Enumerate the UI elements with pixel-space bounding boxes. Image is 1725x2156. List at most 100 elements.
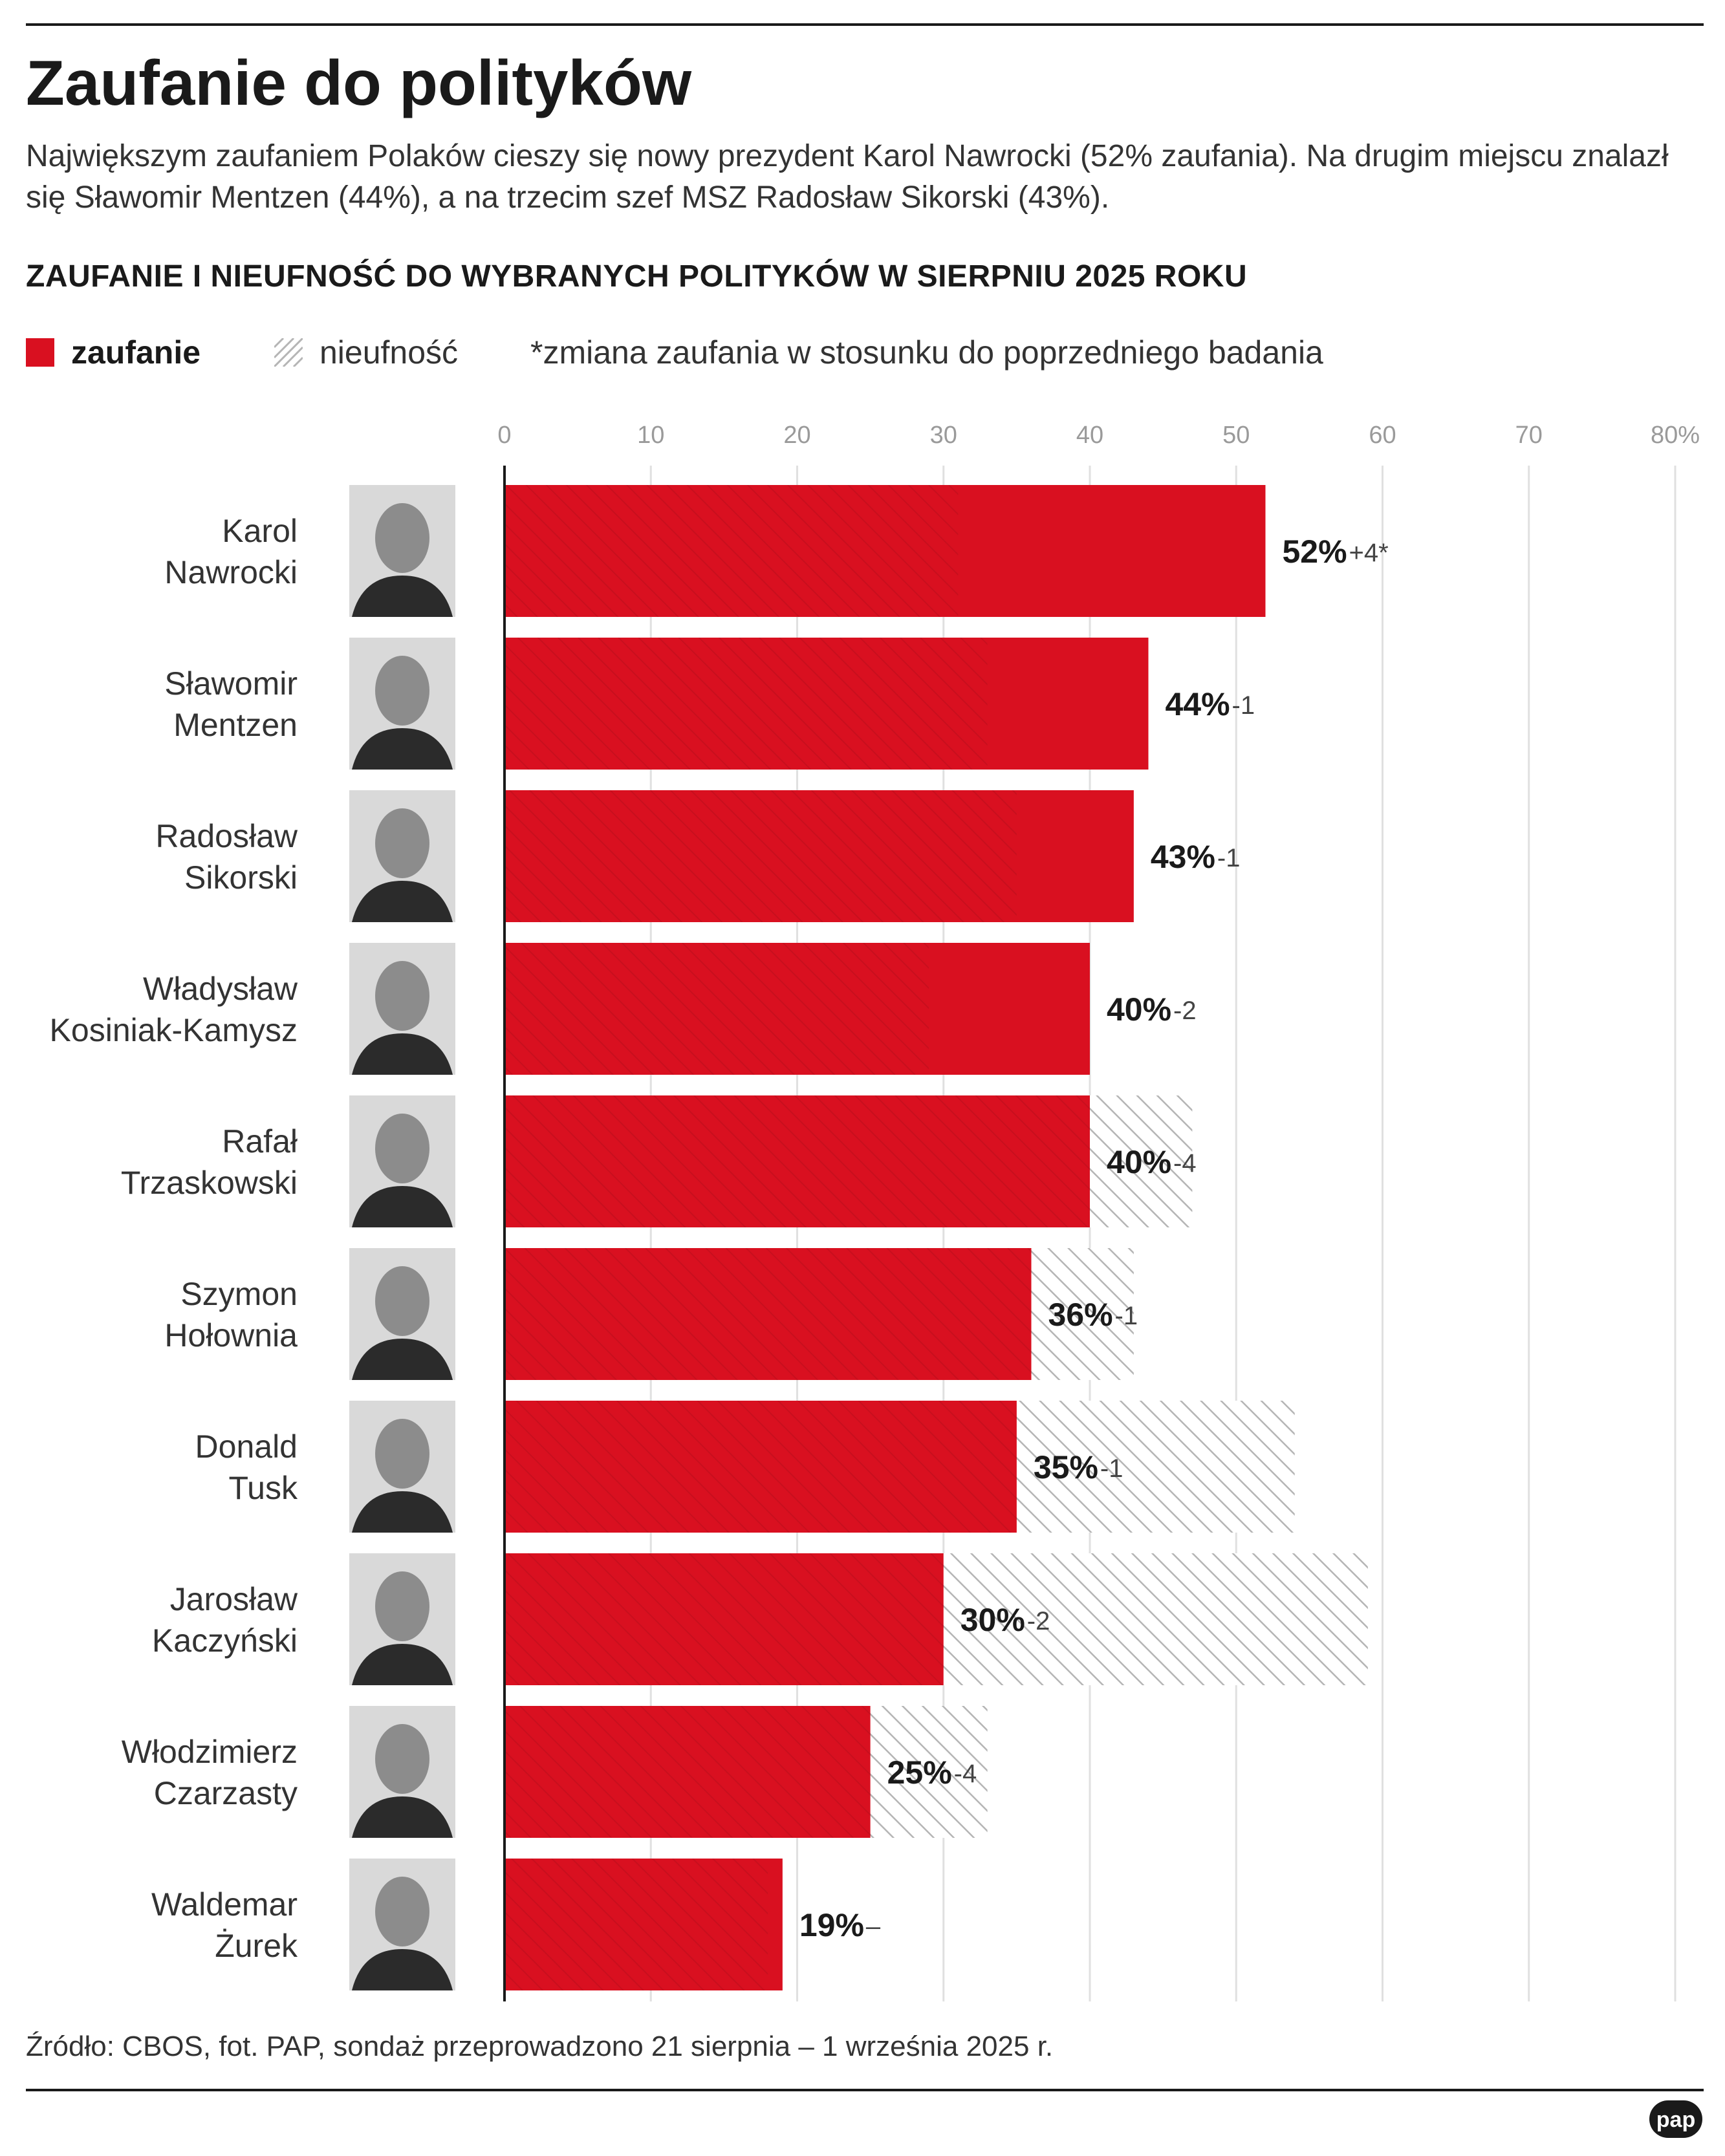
bottom-rule [26,2089,1704,2091]
portrait-avatar [349,790,455,922]
legend-distrust: nieufność [274,330,458,375]
change-label: -1 [1217,844,1241,872]
portrait-shoulders [352,1644,453,1685]
politician-name-line: Radosław [155,818,298,854]
x-tick-label: 60 [1369,422,1396,449]
politician-name: Szymon Hołownia [164,1276,298,1353]
portrait-head [375,1266,429,1336]
politician-name-line: Kaczyński [152,1622,298,1659]
value-label: 36% [1048,1297,1113,1333]
politician-name-line: Mentzen [173,707,298,743]
portrait-shoulders [352,728,453,770]
portrait-shoulders [352,1339,453,1380]
value-label: 44% [1166,686,1230,722]
politician-name-line: Jarosław [170,1581,298,1617]
politician-name: Włodzimierz Czarzasty [122,1734,298,1811]
portrait-head [375,808,429,878]
portrait-head [375,961,429,1031]
x-tick-label: 30 [930,422,957,449]
politician-name-line: Żurek [215,1928,298,1964]
legend-trust: zaufanie [26,330,201,375]
x-tick-label: 50 [1222,422,1250,449]
x-tick-label: 0 [497,422,511,449]
politician-name: Jarosław Kaczyński [152,1581,298,1659]
portrait-shoulders [352,576,453,617]
svg-text:pap: pap [1656,2107,1695,2132]
portrait-shoulders [352,1796,453,1838]
politician-name-line: Władysław [143,971,298,1007]
bar-distrust-overlay [504,1706,871,1838]
change-label: -1 [1100,1454,1123,1483]
bar-row: Jarosław Kaczyński 30% -2 [152,1553,1368,1685]
politician-name-line: Kosiniak-Kamysz [50,1012,298,1048]
bar-row: Radosław Sikorski 43% -1 [155,790,1240,922]
legend-note: *zmiana zaufania w stosunku do poprzedni… [530,330,1323,375]
politician-name: Karol Nawrocki [164,513,298,590]
bar-distrust-overlay [504,1553,944,1685]
politician-name-line: Hołownia [164,1317,298,1353]
portrait-head [375,1571,429,1641]
portrait-head [375,1724,429,1794]
bar-distrust-overlay [504,943,929,1075]
politician-name: Waldemar Żurek [151,1886,298,1964]
value-label: 19% [799,1907,864,1943]
legend-note-label: *zmiana zaufania w stosunku do poprzedni… [530,334,1323,371]
chart-title: ZAUFANIE I NIEUFNOŚĆ DO WYBRANYCH POLITY… [26,259,1248,294]
legend-trust-label: zaufanie [71,334,201,371]
x-tick-label: 20 [783,422,810,449]
politician-name-line: Czarzasty [154,1775,298,1811]
portrait-avatar [349,1248,455,1380]
portrait-head [375,503,429,573]
politician-name-line: Szymon [180,1276,298,1312]
portrait-avatar [349,1095,455,1227]
x-tick-label: 70 [1515,422,1543,449]
portrait-shoulders [352,1033,453,1075]
portrait-head [375,1419,429,1489]
portrait-avatar [349,1553,455,1685]
portrait-avatar [349,1706,455,1838]
bar-distrust-overlay [504,1248,1032,1380]
portrait-shoulders [352,1186,453,1227]
bar-row: Sławomir Mentzen 44% -1 [164,638,1255,770]
portrait-shoulders [352,1491,453,1533]
bar-distrust-overlay [504,485,959,617]
politician-name: Sławomir Mentzen [164,665,298,743]
change-label: -1 [1232,691,1255,720]
value-label: 43% [1151,839,1215,875]
value-label: 35% [1034,1449,1098,1485]
change-label: -4 [1173,1149,1197,1178]
change-label: -2 [1027,1607,1050,1635]
politician-name: Rafał Trzaskowski [121,1123,298,1201]
portrait-avatar [349,1401,455,1533]
politician-name-line: Waldemar [151,1886,298,1923]
bar-distrust-overlay [504,1859,768,1990]
portrait-avatar [349,485,455,617]
bar-row: Szymon Hołownia 36% -1 [164,1248,1138,1380]
politician-name-line: Trzaskowski [121,1165,298,1201]
bar-distrust-overlay [504,790,1017,922]
portrait-head [375,1877,429,1946]
bar-chart: 0 10 20 30 40 50 60 70 80% Karol Nawrocki 52% +4* Sł… [50,422,1700,2001]
bar-row: Włodzimierz Czarzasty 25% -4 [122,1706,988,1838]
legend-distrust-label: nieufność [320,334,459,371]
value-label: 52% [1283,534,1347,570]
politician-name-line: Donald [195,1428,298,1465]
legend-trust-swatch [26,338,54,367]
portrait-avatar [349,638,455,770]
value-label: 40% [1107,1144,1171,1180]
bar-row: Waldemar Żurek 19% – [151,1859,881,1990]
source-note: Źródło: CBOS, fot. PAP, sondaż przeprowa… [26,2031,1054,2062]
portrait-avatar [349,1859,455,1990]
bar-distrust-overlay [504,1095,1090,1227]
bar-row: Rafał Trzaskowski 40% -4 [121,1095,1197,1227]
politician-name-line: Sikorski [184,859,298,896]
value-label: 40% [1107,991,1171,1028]
politician-name-line: Sławomir [164,665,298,702]
page-subtitle: Największym zaufaniem Polaków cieszy się… [26,139,1669,215]
politician-name-line: Tusk [229,1470,298,1506]
bar-row: Władysław Kosiniak-Kamysz 40% -2 [50,943,1197,1075]
pap-logo: pap [1649,2100,1702,2138]
value-label: 25% [887,1754,952,1791]
politician-name: Radosław Sikorski [155,818,298,896]
